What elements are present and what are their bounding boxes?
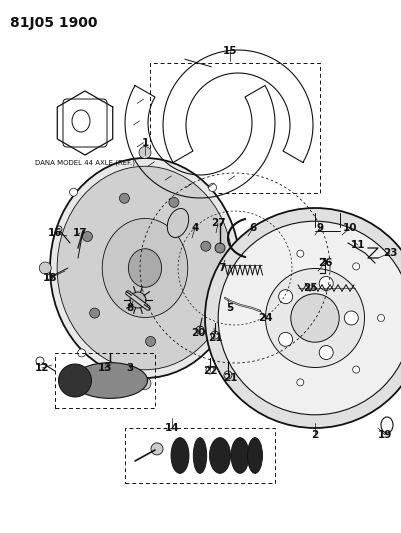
Circle shape xyxy=(139,377,151,390)
Circle shape xyxy=(39,262,51,274)
Circle shape xyxy=(279,289,293,304)
Circle shape xyxy=(279,333,293,346)
Ellipse shape xyxy=(73,362,148,398)
Circle shape xyxy=(146,336,156,346)
Text: 27: 27 xyxy=(211,218,225,228)
Text: 26: 26 xyxy=(318,258,332,268)
Text: 11: 11 xyxy=(351,240,365,250)
Text: 18: 18 xyxy=(43,273,57,283)
Ellipse shape xyxy=(247,438,263,473)
Ellipse shape xyxy=(167,208,189,238)
Circle shape xyxy=(69,188,77,196)
Circle shape xyxy=(377,314,385,321)
Text: 22: 22 xyxy=(203,366,217,376)
Circle shape xyxy=(78,349,86,357)
Text: 12: 12 xyxy=(35,363,49,373)
Text: 5: 5 xyxy=(227,303,234,313)
Circle shape xyxy=(319,345,333,360)
Text: 6: 6 xyxy=(249,223,257,233)
Circle shape xyxy=(209,183,217,191)
Circle shape xyxy=(59,364,91,397)
Text: 23: 23 xyxy=(383,248,397,258)
Text: 15: 15 xyxy=(223,46,237,56)
Text: 19: 19 xyxy=(378,430,392,440)
Ellipse shape xyxy=(128,249,162,287)
Ellipse shape xyxy=(102,219,188,318)
Ellipse shape xyxy=(209,438,231,473)
Text: 81J05 1900: 81J05 1900 xyxy=(10,16,97,30)
Ellipse shape xyxy=(193,438,207,473)
Circle shape xyxy=(151,443,163,455)
Text: 16: 16 xyxy=(48,228,62,238)
Circle shape xyxy=(130,292,146,308)
Circle shape xyxy=(336,227,344,235)
Circle shape xyxy=(90,308,100,318)
Text: 7: 7 xyxy=(218,263,226,273)
Circle shape xyxy=(218,221,401,415)
Circle shape xyxy=(352,263,360,270)
Text: 10: 10 xyxy=(343,223,357,233)
Ellipse shape xyxy=(231,438,249,473)
Ellipse shape xyxy=(50,158,240,378)
Text: 4: 4 xyxy=(191,223,198,233)
Circle shape xyxy=(291,294,339,342)
Circle shape xyxy=(215,243,225,253)
Text: 25: 25 xyxy=(303,283,317,293)
Circle shape xyxy=(311,227,319,235)
Text: 14: 14 xyxy=(165,423,179,433)
Text: 17: 17 xyxy=(73,228,87,238)
Circle shape xyxy=(352,366,360,373)
Circle shape xyxy=(201,241,211,251)
Circle shape xyxy=(119,193,130,203)
Circle shape xyxy=(169,197,179,207)
Circle shape xyxy=(239,262,251,274)
Text: 21: 21 xyxy=(208,333,222,343)
Text: 21: 21 xyxy=(223,373,237,383)
Text: 3: 3 xyxy=(126,363,134,373)
Text: 20: 20 xyxy=(191,328,205,338)
Circle shape xyxy=(297,250,304,257)
Circle shape xyxy=(265,269,365,367)
Circle shape xyxy=(83,231,93,241)
Text: 9: 9 xyxy=(316,223,324,233)
Text: 8: 8 xyxy=(126,303,134,313)
Circle shape xyxy=(205,208,401,428)
Ellipse shape xyxy=(57,166,233,370)
Ellipse shape xyxy=(171,438,189,473)
Text: 2: 2 xyxy=(311,430,319,440)
Text: 13: 13 xyxy=(98,363,112,373)
Circle shape xyxy=(344,311,358,325)
Circle shape xyxy=(297,379,304,386)
Text: 1: 1 xyxy=(142,138,149,148)
Circle shape xyxy=(210,343,218,351)
Text: DANA MODEL 44 AXLE (REF.): DANA MODEL 44 AXLE (REF.) xyxy=(35,160,135,166)
Circle shape xyxy=(139,147,151,158)
Circle shape xyxy=(319,277,333,290)
Text: 24: 24 xyxy=(258,313,272,323)
